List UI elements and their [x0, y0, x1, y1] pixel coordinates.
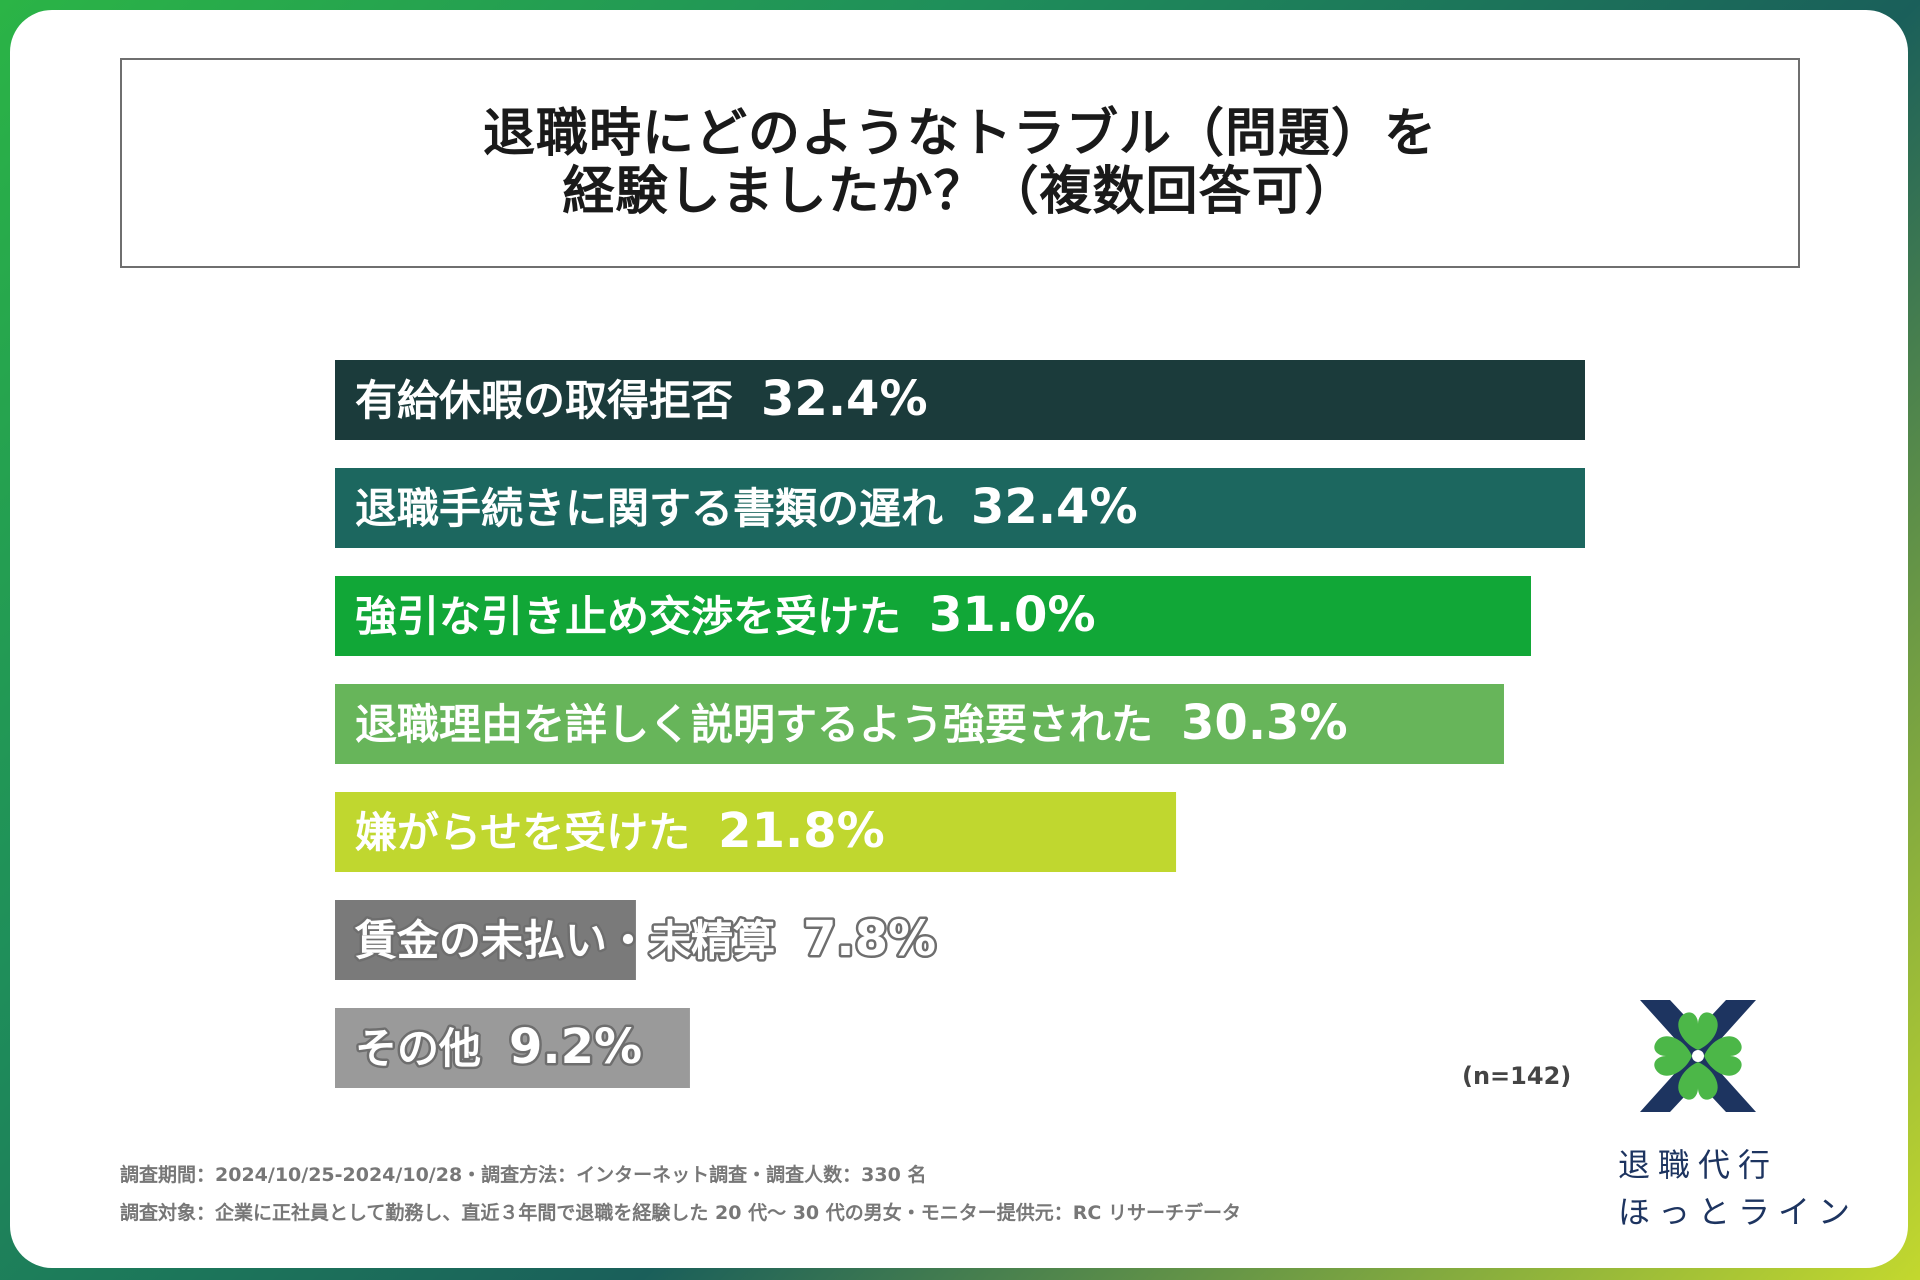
- title-box: 退職時にどのようなトラブル（問題）を 経験しましたか？（複数回答可）: [120, 58, 1800, 268]
- chart-title-line1: 退職時にどのようなトラブル（問題）を: [482, 103, 1437, 164]
- chart-title-line2: 経験しましたか？（複数回答可）: [562, 162, 1358, 222]
- logo-text-line1: 退職代行: [1618, 1146, 1779, 1184]
- sample-size-note: (n=142): [1462, 1062, 1572, 1090]
- brand-logo: 退職代行 ほっとライン: [1618, 1000, 1859, 1231]
- clover-logo-icon: [1640, 1000, 1756, 1112]
- logo-text-line2: ほっとライン: [1618, 1193, 1859, 1231]
- footer-survey-target: 調査対象：企業に正社員として勤務し、直近３年間で退職を経験した 20 代〜 30…: [120, 1202, 1241, 1224]
- footer-survey-period: 調査期間：2024/10/25-2024/10/28・調査方法：インターネット調…: [120, 1164, 927, 1186]
